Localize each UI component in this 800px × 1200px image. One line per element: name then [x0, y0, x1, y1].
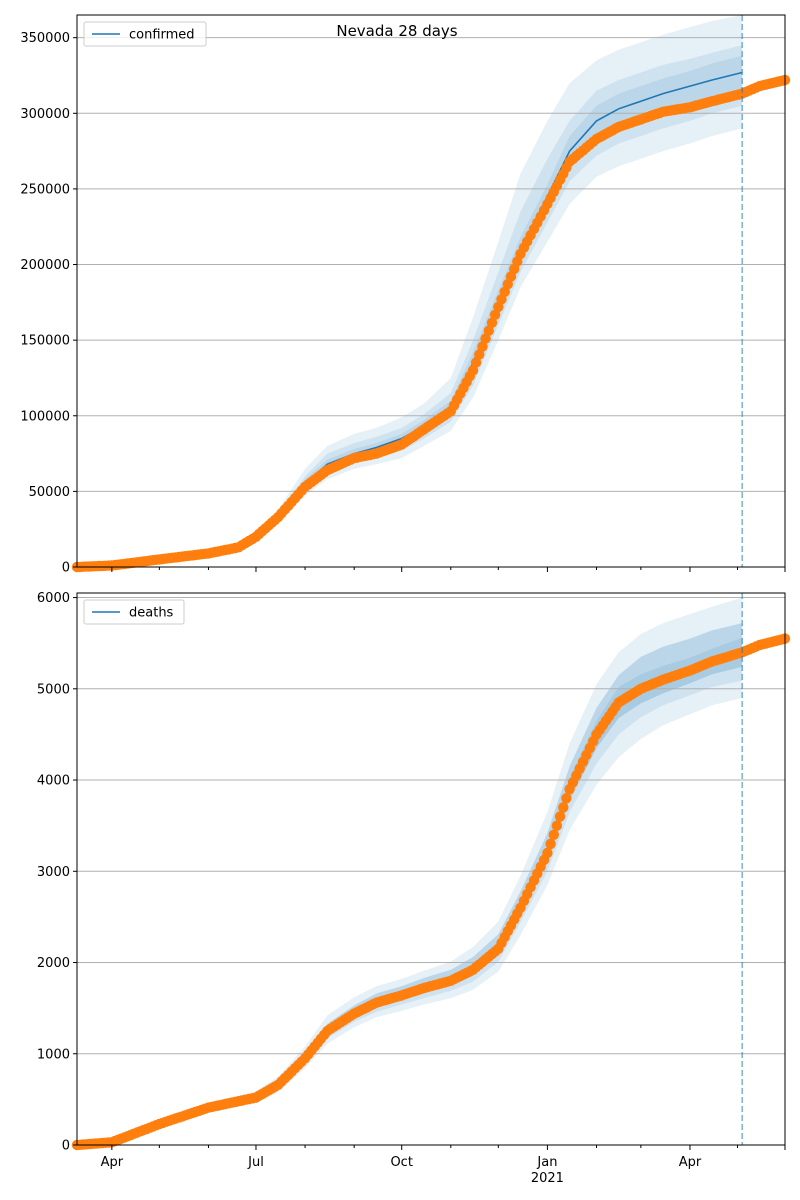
- observed-point: [542, 847, 553, 859]
- y-tick-label: 1000: [37, 1047, 70, 1062]
- y-tick-label: 0: [62, 1139, 70, 1154]
- confidence-band-2: [77, 623, 743, 1145]
- legend-box: [83, 599, 185, 625]
- y-tick-label: 150000: [20, 334, 70, 349]
- legend-label: deaths: [129, 606, 174, 621]
- confirmed-y-axis: 0 50000 100000 150000 200000 250000 300000 3500…: [20, 31, 77, 576]
- x-axis-labels: Apr Jul Oct Jan Apr 2021: [101, 1155, 702, 1186]
- observed-point: [551, 820, 563, 831]
- x-tick-label-apr-2021: Apr: [679, 1155, 702, 1170]
- observed-point: [480, 333, 491, 344]
- y-tick-label: 100000: [20, 409, 70, 424]
- deaths-gridlines: [77, 597, 785, 1055]
- y-tick-label: 50000: [29, 485, 70, 500]
- observed-point: [489, 309, 501, 320]
- observed-point: [545, 838, 556, 850]
- y-tick-label: 2000: [37, 956, 70, 971]
- y-tick-label: 0: [62, 561, 70, 576]
- confirmed-panel: 0 50000 100000 150000 200000 250000 300000 3500…: [20, 14, 791, 576]
- confidence-band-0: [77, 597, 743, 1145]
- deaths-panel: 0 1000 2000 3000 4000 5000 6000 deaths: [37, 591, 791, 1154]
- observed-point: [483, 325, 494, 336]
- x-year-label: 2021: [531, 1171, 564, 1186]
- y-tick-label: 3000: [37, 865, 70, 880]
- deaths-legend: deaths: [83, 599, 185, 625]
- confirmed-observed-points: [71, 74, 791, 573]
- confidence-band-1: [77, 623, 743, 1145]
- x-tick-label-jul: Jul: [247, 1155, 264, 1170]
- y-tick-label: 4000: [37, 774, 70, 789]
- observed-point: [558, 802, 569, 813]
- deaths-observed-points: [71, 633, 791, 1151]
- deaths-x-axis: [111, 1145, 786, 1150]
- y-tick-label: 6000: [37, 591, 70, 606]
- y-tick-label: 200000: [20, 258, 70, 273]
- observed-point: [486, 317, 498, 328]
- deaths-axes-frame: [76, 592, 786, 1146]
- confidence-band-1: [77, 45, 743, 567]
- x-tick-label-oct: Oct: [390, 1155, 412, 1170]
- legend-label: confirmed: [129, 28, 195, 43]
- observed-point: [470, 357, 482, 368]
- legend-box: [83, 21, 207, 47]
- confirmed-axes-frame: [76, 14, 786, 568]
- observed-point: [554, 811, 566, 822]
- x-tick-label-jan: Jan: [536, 1155, 557, 1170]
- observed-point: [548, 829, 559, 840]
- y-tick-label: 350000: [20, 31, 70, 46]
- y-tick-label: 250000: [20, 182, 70, 197]
- confirmed-x-axis: [111, 567, 786, 572]
- observed-point: [561, 793, 572, 804]
- confirmed-legend: confirmed: [83, 21, 207, 47]
- deaths-y-axis: 0 1000 2000 3000 4000 5000 6000: [37, 591, 77, 1154]
- observed-point: [474, 349, 485, 360]
- y-tick-label: 300000: [20, 107, 70, 122]
- chart-title: Nevada 28 days: [336, 22, 457, 40]
- observed-point: [467, 365, 479, 376]
- observed-point: [477, 341, 488, 352]
- y-tick-label: 5000: [37, 682, 70, 697]
- x-tick-label-apr-2020: Apr: [101, 1155, 124, 1170]
